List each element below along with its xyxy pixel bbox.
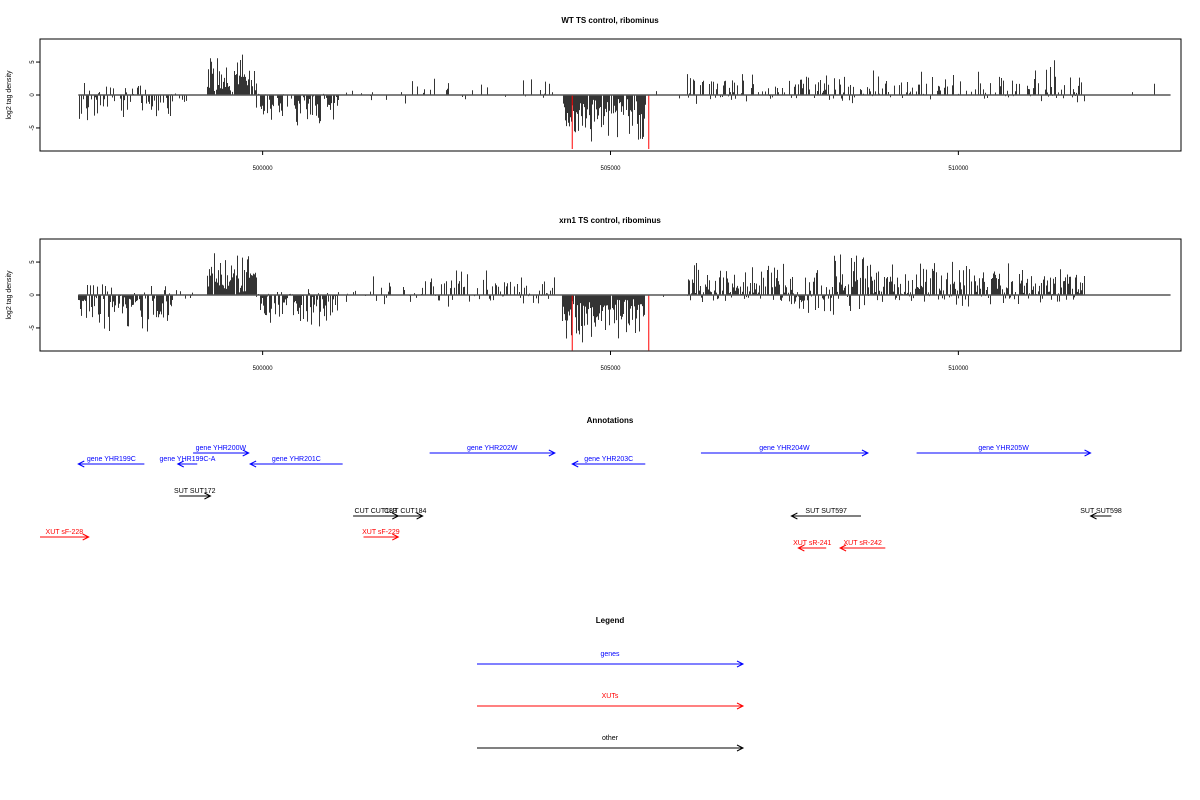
x-axis: 500000 505000 510000 xyxy=(253,151,969,172)
legend-label: other xyxy=(602,735,619,742)
annotation-arrow: gene YHR200W xyxy=(193,445,250,457)
bar-group xyxy=(78,253,1085,343)
annotation-label: gene YHR202W xyxy=(467,445,518,452)
panel-title: WT TS control, ribominus xyxy=(561,16,659,25)
y-tick-label: 0 xyxy=(30,293,36,297)
annotation-arrow: XUT sF-229 xyxy=(362,529,400,541)
legend: Legend genes XUTs other xyxy=(477,616,745,752)
annotation-label: CUT CUT184 xyxy=(384,508,426,515)
annotation-label: gene YHR201C xyxy=(272,456,321,463)
legend-item: genes xyxy=(477,651,745,668)
annotation-label: SUT SUT598 xyxy=(1080,508,1122,515)
annotation-label: gene YHR205W xyxy=(978,445,1029,452)
annotation-arrow: gene YHR201C xyxy=(248,456,343,468)
wt-density-panel: WT TS control, ribominus -5 0 5 500000 5050… xyxy=(6,16,1182,172)
annotation-arrow: SUT SUT172 xyxy=(174,488,216,500)
annotation-arrow: XUT sR-242 xyxy=(838,540,886,552)
legend-title: Legend xyxy=(596,616,625,625)
y-axis: -5 0 5 xyxy=(30,60,40,131)
legend-label: XUTs xyxy=(602,693,619,700)
xrn1-density-panel: xrn1 TS control, ribominus -505 500000 50… xyxy=(6,216,1182,372)
x-tick-label: 500000 xyxy=(253,366,274,372)
annotation-label: gene YHR203C xyxy=(584,456,633,463)
x-tick-label: 500000 xyxy=(253,166,274,172)
x-tick-label: 505000 xyxy=(600,366,621,372)
annotation-arrow: gene YHR205W xyxy=(916,445,1092,457)
x-tick-label: 510000 xyxy=(948,366,969,372)
legend-items: genes XUTs other xyxy=(477,651,745,752)
y-tick-label: 0 xyxy=(30,93,36,97)
x-tick-label: 505000 xyxy=(600,166,621,172)
annotation-label: gene YHR204W xyxy=(759,445,810,452)
annotation-arrow: XUT sF-228 xyxy=(40,529,90,541)
annotation-label: CUT CUT183 xyxy=(355,508,397,515)
bar-group xyxy=(79,54,1155,142)
y-tick-label: -5 xyxy=(30,125,36,131)
x-tick-label: 510000 xyxy=(948,166,969,172)
y-axis-label: log2 tag density xyxy=(6,270,13,320)
annotation-arrow: SUT SUT597 xyxy=(790,508,861,520)
y-tick-label: 5 xyxy=(30,260,36,264)
annotation-label: XUT sF-229 xyxy=(362,529,400,536)
annotation-label: SUT SUT597 xyxy=(805,508,847,515)
legend-item: other xyxy=(477,735,745,752)
annotation-arrow: gene YHR204W xyxy=(700,445,870,457)
annotation-items: gene YHR199C gene YHR199C-A gene YHR200W ge… xyxy=(40,445,1122,552)
y-axis: -5 0 5 xyxy=(30,260,40,331)
annotation-arrow: gene YHR199C-A xyxy=(160,456,216,468)
y-tick-label: -5 xyxy=(30,325,36,331)
annotation-arrow: gene YHR199C xyxy=(77,456,145,468)
annotation-arrow: gene YHR202W xyxy=(429,445,556,457)
x-axis: 500000 505000 510000 xyxy=(253,351,969,372)
highlight-bar-group xyxy=(571,295,650,351)
annotation-label: XUT sR-241 xyxy=(793,540,831,547)
annotation-label: XUT sF-228 xyxy=(46,529,84,536)
legend-label: genes xyxy=(600,651,620,658)
highlight-bar-group xyxy=(571,95,650,150)
annotation-arrow: SUT SUT598 xyxy=(1080,508,1122,520)
annotations-title: Annotations xyxy=(587,416,634,425)
annotation-label: gene YHR199C-A xyxy=(160,456,216,463)
annotation-label: SUT SUT172 xyxy=(174,488,216,495)
legend-item: XUTs xyxy=(477,693,745,710)
annotation-label: XUT sR-242 xyxy=(844,540,882,547)
y-tick-label: 5 xyxy=(30,60,36,64)
annotation-arrow: CUT CUT184 xyxy=(384,508,426,520)
y-axis-label: log2 tag density xyxy=(6,70,13,120)
annotation-arrow: XUT sR-241 xyxy=(793,540,832,552)
annotation-label: gene YHR200W xyxy=(196,445,247,452)
annotations-track: Annotations gene YHR199C gene YHR199C-Age… xyxy=(40,416,1122,552)
panel-title: xrn1 TS control, ribominus xyxy=(559,216,661,225)
annotation-arrow: gene YHR203C xyxy=(571,456,646,468)
annotation-label: gene YHR199C xyxy=(87,456,136,463)
